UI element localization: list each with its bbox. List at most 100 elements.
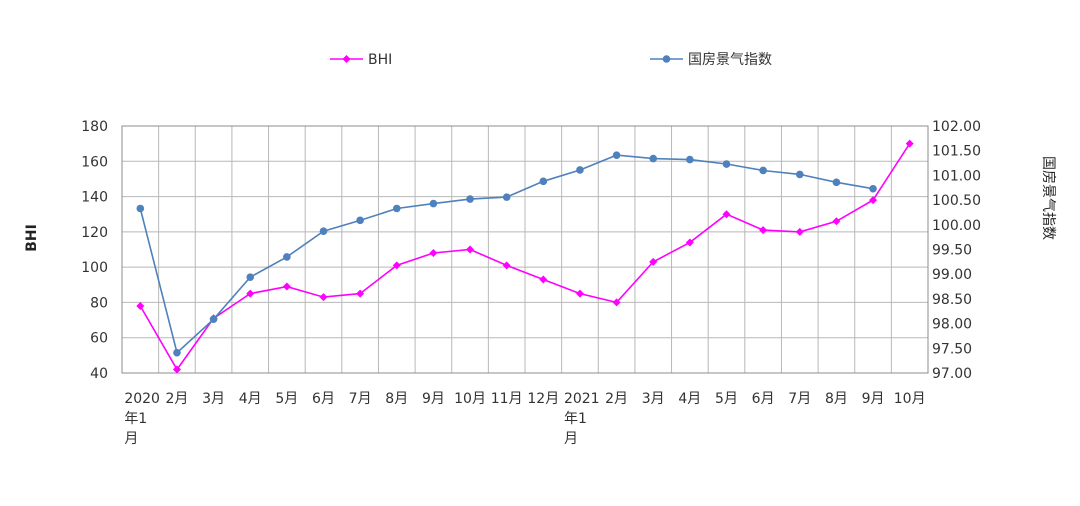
x-tick-label: 4月 bbox=[239, 391, 262, 407]
data-point-housing-index bbox=[795, 170, 804, 179]
x-tick-label-line: 12月 bbox=[527, 391, 559, 407]
x-tick-label-line: 8月 bbox=[825, 391, 848, 407]
data-point-bhi bbox=[575, 289, 584, 298]
y-right-tick-label: 101.50 bbox=[932, 144, 981, 160]
y-right-tick-label: 97.50 bbox=[932, 341, 972, 357]
y-axis-left-title: BHI bbox=[24, 224, 40, 252]
data-point-bhi bbox=[905, 139, 914, 148]
x-axis: 2020 年1 月2月 3月 4月 5月 6月 7月 8月 9月 10月 11月 12月 2021 年1 月2… bbox=[124, 391, 925, 447]
data-point-housing-index bbox=[539, 177, 548, 186]
y-left-tick-label: 40 bbox=[90, 366, 108, 382]
x-tick-label-line: 10月 bbox=[454, 391, 486, 407]
data-point-housing-index bbox=[466, 195, 474, 203]
x-tick-label: 9月 bbox=[422, 391, 445, 407]
x-tick-label: 8月 bbox=[385, 391, 408, 407]
x-tick-label: 9月 bbox=[862, 391, 885, 407]
legend-entry-bhi: BHI bbox=[330, 52, 392, 68]
y-right-tick-label: 102.00 bbox=[932, 119, 981, 135]
x-tick-label-line: 9月 bbox=[422, 391, 445, 407]
x-tick-label-line: 2月 bbox=[605, 391, 628, 407]
y-right-tick-label: 98.00 bbox=[932, 317, 972, 333]
y-right-tick-label: 101.00 bbox=[932, 168, 981, 184]
y-right-tick-label: 99.00 bbox=[932, 267, 972, 283]
x-tick-label-line: 4月 bbox=[678, 391, 701, 407]
x-tick-label: 11月 bbox=[491, 391, 523, 407]
x-tick-label-line: 2021 bbox=[564, 391, 600, 407]
x-tick-label: 6月 bbox=[312, 391, 335, 407]
x-tick-label: 2020 年1 月 bbox=[124, 391, 160, 447]
data-point-bhi bbox=[795, 227, 804, 236]
x-tick-label-line: 月 bbox=[564, 431, 578, 447]
x-tick-label-line: 3月 bbox=[642, 391, 665, 407]
data-point-housing-index bbox=[612, 151, 621, 159]
legend-marker-bhi bbox=[342, 55, 351, 63]
data-point-bhi bbox=[539, 275, 548, 284]
data-point-housing-index bbox=[319, 227, 328, 236]
legend-marker-housing-index bbox=[662, 55, 671, 63]
y-left-tick-label: 100 bbox=[81, 260, 108, 276]
y-axis-right-title: 国房景气指数 bbox=[1040, 156, 1056, 240]
data-point-bhi bbox=[319, 293, 328, 302]
x-tick-label-line: 10月 bbox=[894, 391, 926, 407]
data-point-bhi bbox=[649, 257, 658, 266]
data-point-housing-index bbox=[649, 154, 658, 163]
data-point-housing-index bbox=[246, 273, 255, 281]
x-tick-label-line: 4月 bbox=[239, 391, 262, 407]
x-tick-label: 2月 bbox=[605, 391, 628, 407]
x-tick-label: 3月 bbox=[202, 391, 225, 407]
x-tick-label-line: 6月 bbox=[752, 391, 775, 407]
x-tick-label-line: 月 bbox=[124, 431, 138, 447]
data-point-housing-index bbox=[209, 315, 218, 323]
x-tick-label-line: 11月 bbox=[491, 391, 523, 407]
y-left-tick-label: 180 bbox=[81, 119, 108, 135]
data-point-bhi bbox=[172, 365, 181, 374]
y-right-tick-label: 97.00 bbox=[932, 366, 972, 382]
data-point-bhi bbox=[759, 226, 768, 235]
y-left-tick-label: 60 bbox=[90, 331, 108, 347]
data-point-bhi bbox=[502, 261, 511, 270]
x-tick-label: 10月 bbox=[454, 391, 486, 407]
x-tick-label-line: 2020 bbox=[124, 391, 160, 407]
data-point-housing-index bbox=[759, 166, 767, 175]
data-point-housing-index bbox=[832, 178, 841, 187]
legend: BHI 国房景气指数 bbox=[330, 52, 772, 68]
data-point-bhi bbox=[429, 249, 438, 258]
data-point-bhi bbox=[356, 289, 365, 298]
x-tick-label-line: 7月 bbox=[349, 391, 372, 407]
data-point-housing-index bbox=[356, 216, 364, 225]
x-tick-label: 12月 bbox=[527, 391, 559, 407]
data-point-housing-index bbox=[722, 160, 731, 168]
x-tick-label-line: 6月 bbox=[312, 391, 335, 407]
x-tick-label: 8月 bbox=[825, 391, 848, 407]
legend-entry-housing-index: 国房景气指数 bbox=[650, 52, 772, 68]
data-point-bhi bbox=[466, 245, 475, 254]
data-point-housing-index bbox=[136, 204, 145, 213]
y-left-tick-label: 160 bbox=[81, 154, 108, 170]
x-tick-label: 10月 bbox=[894, 391, 926, 407]
x-tick-label-line: 年1 bbox=[124, 411, 147, 427]
data-point-housing-index bbox=[392, 204, 401, 213]
data-point-bhi bbox=[282, 282, 291, 291]
data-point-housing-index bbox=[429, 199, 438, 208]
x-tick-label: 7月 bbox=[788, 391, 811, 407]
data-point-bhi bbox=[869, 196, 878, 205]
data-point-bhi bbox=[722, 210, 731, 219]
y-right-tick-label: 98.50 bbox=[932, 292, 972, 308]
x-tick-label: 3月 bbox=[642, 391, 665, 407]
x-tick-label-line: 年1 bbox=[564, 411, 587, 427]
x-tick-label-line: 5月 bbox=[715, 391, 738, 407]
data-point-housing-index bbox=[283, 253, 291, 261]
y-axis-left: 40 60 80 100 120 140 160 180 bbox=[81, 119, 108, 382]
x-tick-label: 2月 bbox=[165, 391, 188, 407]
x-tick-label-line: 7月 bbox=[788, 391, 811, 407]
data-point-housing-index bbox=[173, 348, 181, 357]
y-left-tick-label: 140 bbox=[81, 190, 108, 206]
y-axis-right: 97.00 97.50 98.00 98.50 99.00 99.50 100.00 100.… bbox=[932, 119, 981, 382]
legend-label-housing-index: 国房景气指数 bbox=[688, 52, 772, 68]
x-tick-label: 5月 bbox=[715, 391, 738, 407]
x-tick-label: 2021 年1 月 bbox=[564, 391, 600, 447]
plot-area-border bbox=[121, 125, 929, 374]
data-point-bhi bbox=[612, 298, 621, 307]
y-right-tick-label: 100.50 bbox=[932, 193, 981, 209]
